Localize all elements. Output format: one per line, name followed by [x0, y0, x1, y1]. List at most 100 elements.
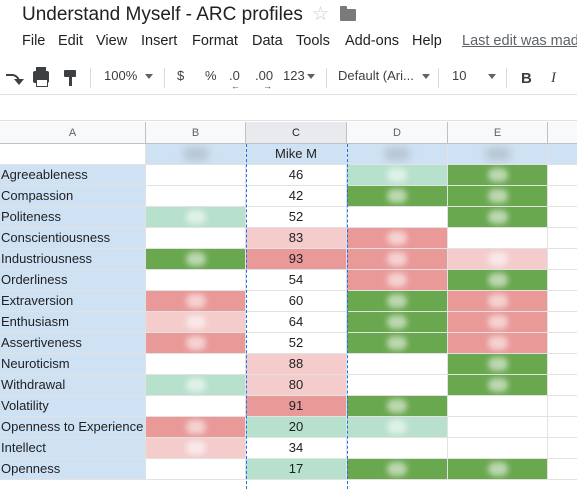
decrease-decimals-button[interactable]: .0 ← [229, 68, 240, 91]
folder-icon[interactable] [340, 6, 356, 21]
score-cell-e[interactable] [448, 459, 548, 480]
empty-cell-f[interactable] [548, 375, 577, 396]
empty-cell-f[interactable] [548, 417, 577, 438]
score-cell-mike-m[interactable]: 60 [246, 291, 347, 312]
score-cell-d[interactable] [347, 417, 448, 438]
score-cell-mike-m[interactable]: 20 [246, 417, 347, 438]
empty-cell-f[interactable] [548, 354, 577, 375]
score-cell-d[interactable] [347, 228, 448, 249]
score-cell-b[interactable] [146, 291, 246, 312]
zoom-select[interactable]: 100% [104, 68, 154, 84]
menu-tools[interactable]: Tools [296, 33, 330, 49]
trait-label-cell[interactable]: Neuroticism [0, 354, 146, 375]
score-cell-e[interactable] [448, 207, 548, 228]
score-cell-e[interactable] [448, 228, 548, 249]
column-header-c[interactable]: C [246, 122, 347, 144]
score-cell-b[interactable] [146, 438, 246, 459]
score-cell-e[interactable] [448, 333, 548, 354]
score-cell-b[interactable] [146, 228, 246, 249]
score-cell-e[interactable] [448, 249, 548, 270]
score-cell-e[interactable] [448, 312, 548, 333]
score-cell-mike-m[interactable]: 88 [246, 354, 347, 375]
score-cell-mike-m[interactable]: 42 [246, 186, 347, 207]
trait-label-cell[interactable]: Assertiveness [0, 333, 146, 354]
menu-view[interactable]: View [96, 33, 128, 49]
score-cell-e[interactable] [448, 396, 548, 417]
score-cell-d[interactable] [347, 333, 448, 354]
score-cell-mike-m[interactable]: 91 [246, 396, 347, 417]
score-cell-b[interactable] [146, 333, 246, 354]
score-cell-e[interactable] [448, 417, 548, 438]
percent-format-button[interactable]: % [205, 68, 217, 83]
trait-label-cell[interactable]: Extraversion [0, 291, 146, 312]
score-cell-d[interactable] [347, 270, 448, 291]
trait-label-cell[interactable]: Politeness [0, 207, 146, 228]
score-cell-b[interactable] [146, 249, 246, 270]
trait-label-cell[interactable]: Industriousness [0, 249, 146, 270]
score-cell-d[interactable] [347, 165, 448, 186]
score-cell-mike-m[interactable]: 46 [246, 165, 347, 186]
menu-add-ons[interactable]: Add-ons [345, 33, 400, 49]
empty-cell-f[interactable] [548, 165, 577, 186]
empty-cell-f[interactable] [548, 291, 577, 312]
score-cell-mike-m[interactable]: 17 [246, 459, 347, 480]
print-icon[interactable] [33, 67, 49, 87]
score-cell-d[interactable] [347, 291, 448, 312]
score-cell-b[interactable] [146, 186, 246, 207]
score-cell-e[interactable] [448, 270, 548, 291]
name-cell-f[interactable] [548, 144, 577, 165]
trait-label-cell[interactable]: Orderliness [0, 270, 146, 291]
name-cell-a[interactable] [0, 144, 146, 165]
font-select[interactable]: Default (Ari... [338, 68, 430, 84]
column-header-d[interactable]: D [347, 122, 448, 144]
score-cell-b[interactable] [146, 375, 246, 396]
score-cell-e[interactable] [448, 165, 548, 186]
name-cell-d[interactable] [347, 144, 448, 165]
last-edit-link[interactable]: Last edit was mad [462, 33, 577, 49]
empty-cell-f[interactable] [548, 186, 577, 207]
score-cell-d[interactable] [347, 375, 448, 396]
column-header-e[interactable]: E [448, 122, 548, 144]
column-header-a[interactable]: A [0, 122, 146, 144]
score-cell-e[interactable] [448, 375, 548, 396]
currency-format-button[interactable]: $ [177, 68, 185, 83]
score-cell-b[interactable] [146, 396, 246, 417]
score-cell-d[interactable] [347, 354, 448, 375]
name-cell-e[interactable] [448, 144, 548, 165]
score-cell-e[interactable] [448, 354, 548, 375]
score-cell-b[interactable] [146, 312, 246, 333]
trait-label-cell[interactable]: Withdrawal [0, 375, 146, 396]
menu-file[interactable]: File [22, 33, 46, 49]
score-cell-d[interactable] [347, 438, 448, 459]
score-cell-mike-m[interactable]: 93 [246, 249, 347, 270]
score-cell-b[interactable] [146, 417, 246, 438]
score-cell-d[interactable] [347, 396, 448, 417]
score-cell-mike-m[interactable]: 80 [246, 375, 347, 396]
score-cell-b[interactable] [146, 207, 246, 228]
score-cell-d[interactable] [347, 312, 448, 333]
trait-label-cell[interactable]: Agreeableness [0, 165, 146, 186]
number-format-select[interactable]: 123 [283, 68, 315, 84]
score-cell-d[interactable] [347, 249, 448, 270]
score-cell-d[interactable] [347, 207, 448, 228]
score-cell-mike-m[interactable]: 83 [246, 228, 347, 249]
redo-icon[interactable] [6, 74, 24, 85]
name-cell-b[interactable] [146, 144, 246, 165]
score-cell-mike-m[interactable]: 34 [246, 438, 347, 459]
bold-icon[interactable]: B [521, 70, 532, 87]
score-cell-mike-m[interactable]: 64 [246, 312, 347, 333]
star-icon[interactable]: ☆ [312, 4, 330, 25]
score-cell-b[interactable] [146, 459, 246, 480]
score-cell-e[interactable] [448, 291, 548, 312]
score-cell-mike-m[interactable]: 54 [246, 270, 347, 291]
empty-cell-f[interactable] [548, 459, 577, 480]
empty-cell-f[interactable] [548, 249, 577, 270]
profile-name-cell[interactable]: Mike M [246, 144, 347, 165]
score-cell-e[interactable] [448, 186, 548, 207]
score-cell-d[interactable] [347, 459, 448, 480]
increase-decimals-button[interactable]: .00 → [255, 68, 274, 91]
score-cell-mike-m[interactable]: 52 [246, 207, 347, 228]
score-cell-mike-m[interactable]: 52 [246, 333, 347, 354]
empty-cell-f[interactable] [548, 396, 577, 417]
empty-cell-f[interactable] [548, 207, 577, 228]
